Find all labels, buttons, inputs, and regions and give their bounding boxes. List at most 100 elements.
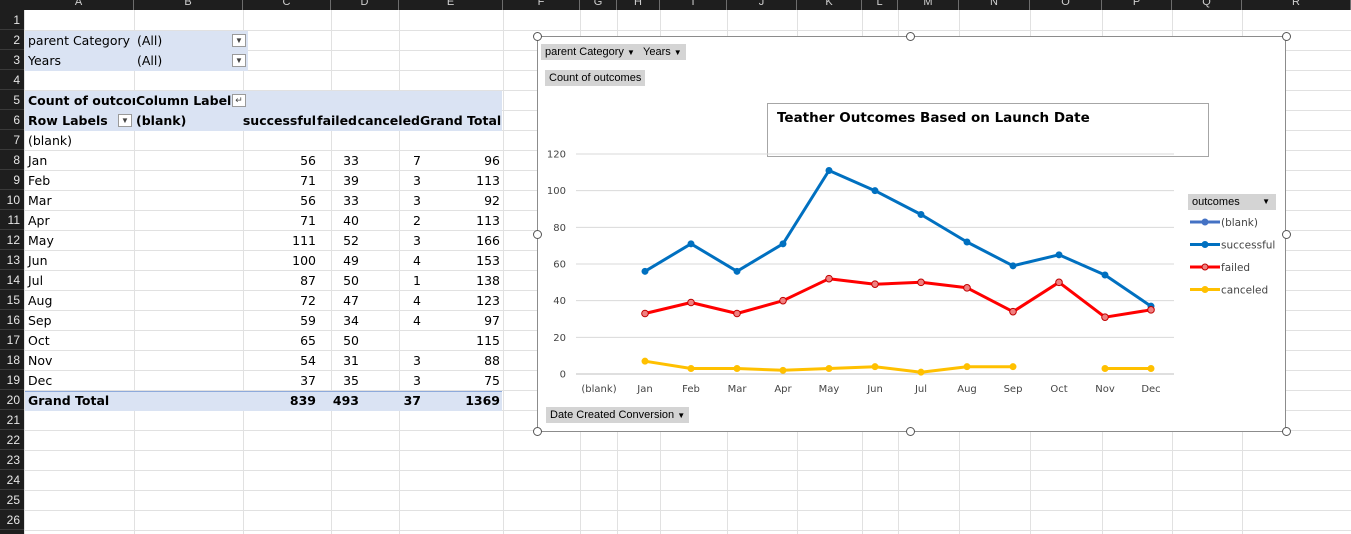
series-successful-point bbox=[917, 211, 925, 218]
chart-field-button-parent-category[interactable]: parent Category ▼ bbox=[541, 44, 639, 60]
row-header-25[interactable]: 25 bbox=[0, 490, 24, 510]
row-header-22[interactable]: 22 bbox=[0, 430, 24, 450]
row-header-23[interactable]: 23 bbox=[0, 450, 24, 470]
pivot-cell-failed: 49 bbox=[343, 253, 359, 268]
dropdown-arrow-icon: ▼ bbox=[677, 411, 686, 420]
column-header-B[interactable]: B bbox=[134, 0, 243, 10]
chart-title-box[interactable]: Teather Outcomes Based on Launch Date bbox=[767, 103, 1209, 157]
pivot-cell-total: 115 bbox=[476, 333, 500, 348]
column-labels-filter-button[interactable]: ↵ bbox=[232, 94, 246, 107]
row-header-bar: 1 2 3 4 5 6 7 8 9 10 11 12 13 14 15 16 17 18 19 20 21 22 23 24 2… bbox=[0, 10, 24, 534]
column-header-D[interactable]: D bbox=[331, 0, 399, 10]
pivot-cell-successful: 100 bbox=[292, 253, 316, 268]
pivot-chart[interactable] bbox=[537, 36, 1286, 432]
row-header-9[interactable]: 9 bbox=[0, 170, 24, 190]
grand-total-successful: 839 bbox=[289, 393, 316, 408]
x-tick-label: Aug bbox=[957, 384, 977, 395]
pivot-cell-label: Aug bbox=[28, 293, 53, 308]
pivot-cell-label: May bbox=[28, 233, 54, 248]
chart-resize-handle-bl[interactable] bbox=[533, 427, 542, 436]
column-header-R[interactable]: R bbox=[1242, 0, 1351, 10]
column-header-I[interactable]: I bbox=[660, 0, 727, 10]
pivot-cell-label: Feb bbox=[28, 173, 51, 188]
filter-dropdown-parent-category[interactable]: ▼ bbox=[232, 34, 246, 47]
x-tick-label: Sep bbox=[1004, 384, 1023, 395]
column-header-O[interactable]: O bbox=[1030, 0, 1102, 10]
filter-value-parent-category[interactable]: (All) bbox=[137, 33, 163, 48]
column-header-H[interactable]: H bbox=[617, 0, 660, 10]
column-header-F[interactable]: F bbox=[503, 0, 580, 10]
row-header-4[interactable]: 4 bbox=[0, 70, 24, 90]
filter-value-years[interactable]: (All) bbox=[137, 53, 163, 68]
row-header-3[interactable]: 3 bbox=[0, 50, 24, 70]
series-failed-point bbox=[963, 284, 971, 292]
pivot-cell-failed: 50 bbox=[343, 333, 359, 348]
row-header-1[interactable]: 1 bbox=[0, 10, 24, 30]
row-header-24[interactable]: 24 bbox=[0, 470, 24, 490]
chart-legend-field-button[interactable]: outcomes ▼ bbox=[1188, 194, 1276, 210]
pivot-cell-total: 97 bbox=[484, 313, 500, 328]
chart-axis-field-button[interactable]: Date Created Conversion ▼ bbox=[546, 407, 690, 423]
row-header-20[interactable]: 20 bbox=[0, 390, 24, 410]
column-header-K[interactable]: K bbox=[797, 0, 862, 10]
chart-resize-handle-br[interactable] bbox=[1282, 427, 1291, 436]
row-header-5[interactable]: 5 bbox=[0, 90, 24, 110]
pivot-cell-total: 153 bbox=[476, 253, 500, 268]
series-canceled-point bbox=[917, 368, 925, 376]
chart-field-button-years[interactable]: Years ▼ bbox=[639, 44, 686, 60]
row-header-16[interactable]: 16 bbox=[0, 310, 24, 330]
row-header-13[interactable]: 13 bbox=[0, 250, 24, 270]
column-header-A[interactable]: A bbox=[24, 0, 134, 10]
gridline-horizontal bbox=[24, 510, 1351, 511]
chart-resize-handle-tr[interactable] bbox=[1282, 32, 1291, 41]
pivot-cell-total: 113 bbox=[476, 213, 500, 228]
column-header-P[interactable]: P bbox=[1102, 0, 1172, 10]
column-header-J[interactable]: J bbox=[727, 0, 797, 10]
column-header-Q[interactable]: Q bbox=[1172, 0, 1242, 10]
column-header-C[interactable]: C bbox=[243, 0, 331, 10]
row-header-19[interactable]: 19 bbox=[0, 370, 24, 390]
series-canceled-point bbox=[687, 365, 695, 372]
filter-dropdown-years[interactable]: ▼ bbox=[232, 54, 246, 67]
row-header-11[interactable]: 11 bbox=[0, 210, 24, 230]
row-labels-filter-button[interactable]: ▼ bbox=[118, 114, 132, 127]
column-header-N[interactable]: N bbox=[959, 0, 1030, 10]
row-header-26[interactable]: 26 bbox=[0, 510, 24, 530]
row-header-7[interactable]: 7 bbox=[0, 130, 24, 150]
chart-resize-handle-bottom[interactable] bbox=[906, 427, 915, 436]
series-canceled-point bbox=[1147, 365, 1155, 372]
row-header-8[interactable]: 8 bbox=[0, 150, 24, 170]
column-header-L[interactable]: L bbox=[862, 0, 898, 10]
column-header-E[interactable]: E bbox=[399, 0, 503, 10]
pivot-cell-canceled bbox=[357, 131, 421, 151]
row-header-14[interactable]: 14 bbox=[0, 270, 24, 290]
chart-resize-handle-right[interactable] bbox=[1282, 230, 1291, 239]
row-header-6[interactable]: 6 bbox=[0, 110, 24, 130]
grand-total-canceled: 37 bbox=[403, 393, 421, 408]
series-successful-point bbox=[641, 267, 649, 275]
row-header-18[interactable]: 18 bbox=[0, 350, 24, 370]
series-successful-line bbox=[644, 169, 1152, 308]
chart-resize-handle-top[interactable] bbox=[906, 32, 915, 41]
dropdown-arrow-icon: ▼ bbox=[1262, 197, 1270, 206]
column-header-G[interactable]: G bbox=[580, 0, 617, 10]
gridline-horizontal bbox=[24, 470, 1351, 471]
row-header-12[interactable]: 12 bbox=[0, 230, 24, 250]
row-header-10[interactable]: 10 bbox=[0, 190, 24, 210]
column-header-M[interactable]: M bbox=[898, 0, 959, 10]
chart-field-button-label: outcomes bbox=[1192, 196, 1240, 208]
chart-value-field-button[interactable]: Count of outcomes bbox=[545, 70, 646, 86]
row-header-21[interactable]: 21 bbox=[0, 410, 24, 430]
col-header-blank: (blank) bbox=[136, 113, 187, 128]
row-header-17[interactable]: 17 bbox=[0, 330, 24, 350]
pivot-cell-canceled: 3 bbox=[413, 373, 421, 388]
series-canceled-point bbox=[963, 363, 971, 371]
chart-resize-handle-tl[interactable] bbox=[533, 32, 542, 41]
row-header-2[interactable]: 2 bbox=[0, 30, 24, 50]
series-failed-point bbox=[1009, 307, 1017, 316]
gridline-vertical bbox=[243, 10, 244, 534]
pivot-cell-successful: 71 bbox=[300, 173, 316, 188]
chart-resize-handle-left[interactable] bbox=[533, 230, 542, 239]
row-header-15[interactable]: 15 bbox=[0, 290, 24, 310]
chart-plot: 0 20 40 60 80 100 120 (blank) Jan Feb Mar Apr May Jun… bbox=[547, 150, 1275, 396]
